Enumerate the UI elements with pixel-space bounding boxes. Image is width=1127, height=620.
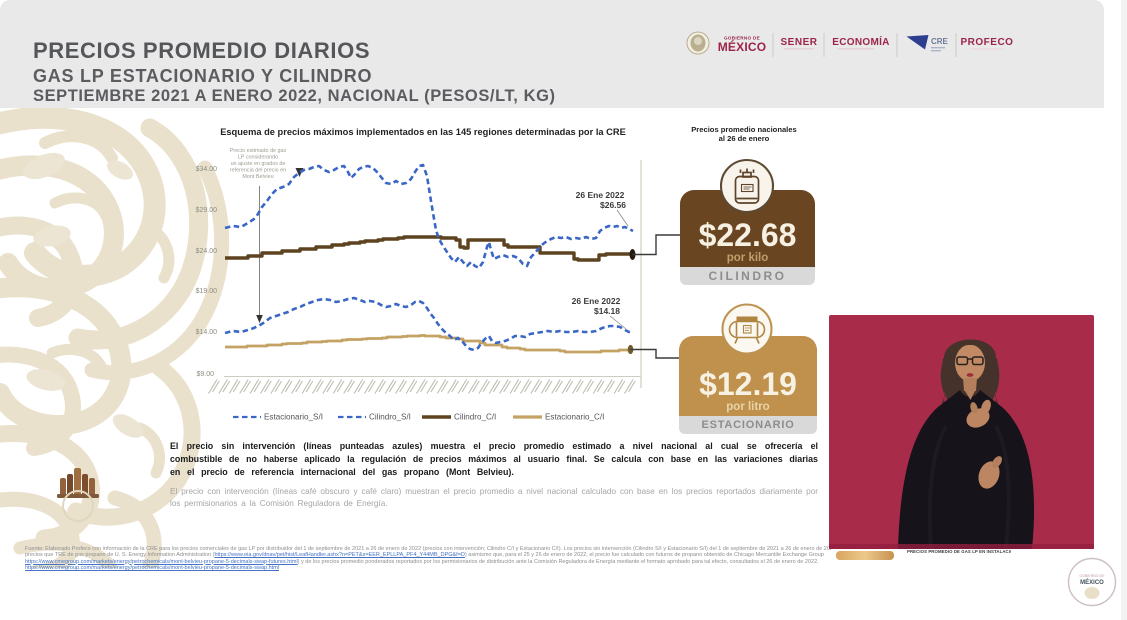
svg-text:GOBIERNO DE: GOBIERNO DE (724, 36, 760, 41)
svg-text:MÉXICO: MÉXICO (718, 39, 767, 54)
svg-text:Precio estimado de gas: Precio estimado de gas (230, 148, 287, 154)
svg-text:ECONOMÍA: ECONOMÍA (832, 35, 889, 48)
svg-text:Mont Belvieu: Mont Belvieu (242, 174, 273, 180)
svg-text:$14.18: $14.18 (594, 306, 620, 316)
svg-text:MÉXICO: MÉXICO (1080, 578, 1104, 586)
svg-text:referencia del precio en: referencia del precio en (230, 168, 286, 174)
svg-text:$9.00: $9.00 (196, 371, 214, 378)
svg-text:un ajuste en grados de: un ajuste en grados de (231, 161, 286, 167)
svg-text:Cilindro_S/I: Cilindro_S/I (369, 413, 411, 422)
svg-text:$19.00: $19.00 (196, 288, 218, 295)
svg-text:Estacionario_C/I: Estacionario_C/I (545, 413, 604, 422)
svg-text:SENER: SENER (781, 37, 818, 48)
svg-text:$29.00: $29.00 (196, 207, 218, 214)
svg-text:LP considerando: LP considerando (238, 155, 278, 161)
svg-text:Estacionario_S/I: Estacionario_S/I (264, 413, 323, 422)
svg-text:GOBIERNO DE: GOBIERNO DE (1079, 574, 1105, 578)
svg-text:26 Ene 2022: 26 Ene 2022 (572, 296, 621, 306)
svg-text:$26.56: $26.56 (600, 200, 626, 210)
svg-text:26 Ene 2022: 26 Ene 2022 (576, 190, 625, 200)
svg-text:PROFECO: PROFECO (961, 37, 1014, 48)
svg-text:$34.00: $34.00 (196, 166, 218, 173)
svg-text:CRE: CRE (931, 37, 949, 46)
svg-text:$24.00: $24.00 (196, 248, 218, 255)
svg-text:$14.00: $14.00 (196, 329, 218, 336)
svg-text:Cilindro_C/I: Cilindro_C/I (454, 413, 496, 422)
